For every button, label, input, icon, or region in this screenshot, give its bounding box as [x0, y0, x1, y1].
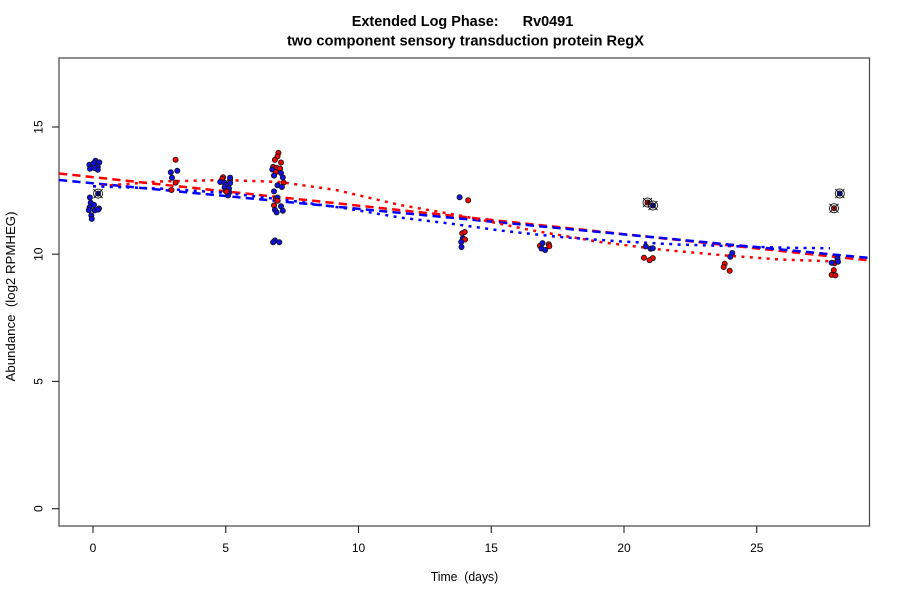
svg-text:5: 5 [222, 541, 229, 555]
svg-text:10: 10 [352, 541, 366, 555]
svg-text:5: 5 [31, 378, 45, 385]
svg-text:two component sensory transduc: two component sensory transduction prote… [287, 33, 644, 50]
svg-text:10: 10 [31, 247, 45, 261]
svg-text:0: 0 [31, 505, 45, 512]
svg-text:25: 25 [750, 541, 764, 555]
svg-text:15: 15 [485, 541, 499, 555]
svg-text:Extended Log Phase: Rv049: Extended Log Phase: Rv0491 [352, 13, 574, 30]
svg-text:0: 0 [90, 541, 97, 555]
svg-text:15: 15 [31, 120, 45, 134]
svg-text:Abundance (log2 RPMHEG): Abundance (log2 RPMHEG) [3, 212, 18, 382]
svg-text:20: 20 [617, 541, 631, 555]
svg-text:Time (days): Time (days) [431, 569, 499, 584]
